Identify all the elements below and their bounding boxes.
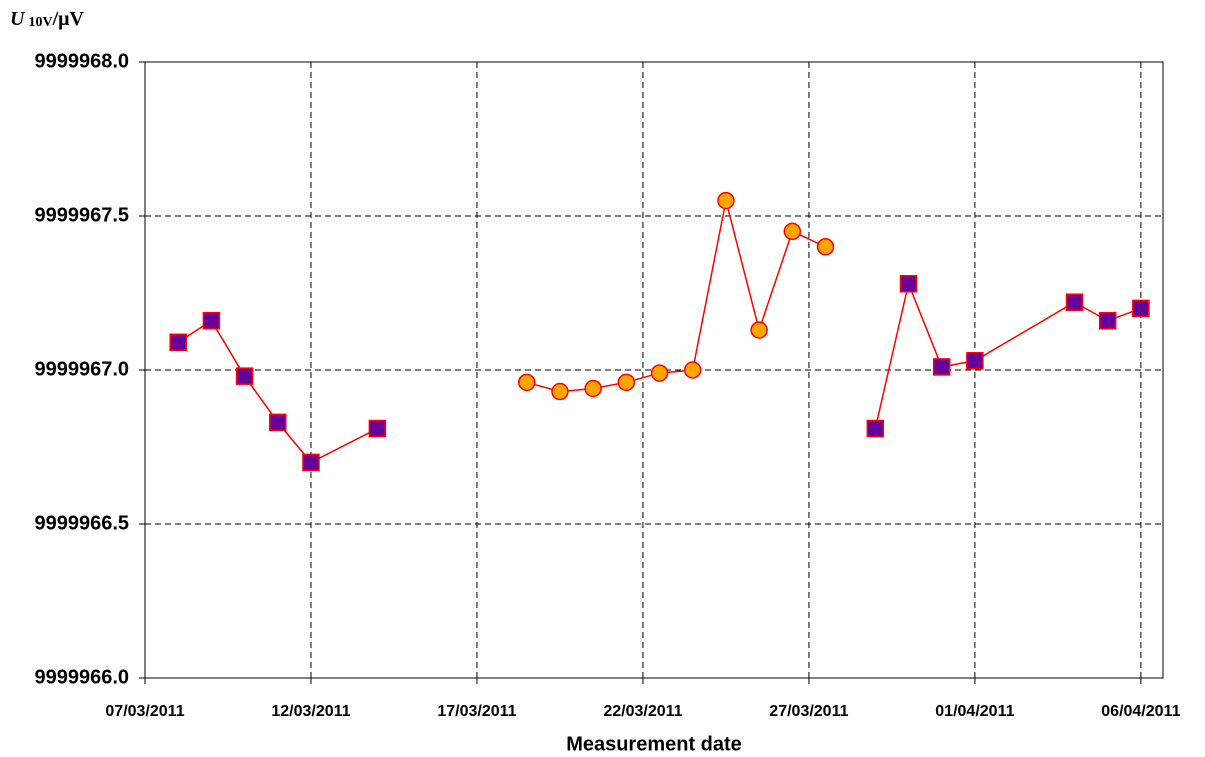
x-tick-label: 12/03/2011 [271,703,350,720]
marker [899,275,918,293]
y-tick-label: 9999967.0 [34,358,129,380]
x-tick-label: 22/03/2011 [603,703,682,720]
y-label-unit: /μV [52,8,85,30]
marker [866,419,885,438]
y-tick-label: 9999968.0 [34,50,129,72]
marker [617,373,636,392]
y-tick-label: 9999966.0 [34,666,129,688]
x-tick-label: 27/03/2011 [769,703,848,720]
marker [783,222,802,241]
plot-border [144,61,1164,679]
y-axis-label: U 10V/μV [10,8,84,31]
marker [650,364,669,382]
marker [717,191,735,210]
marker [1065,293,1084,311]
x-axis-label: Measurement date [566,733,742,755]
marker [1098,311,1117,330]
x-tick-label: 06/04/2011 [1101,703,1180,720]
marker [584,379,602,398]
marker [966,352,984,370]
marker [683,361,702,379]
marker [202,311,221,330]
marker [932,358,951,376]
marker [235,367,254,385]
y-tick-label: 9999966.5 [34,512,129,534]
series-line [526,200,826,393]
x-tick-label: 01/04/2011 [935,703,1014,720]
marker [750,321,768,339]
marker [551,382,569,401]
marker [518,373,536,392]
x-tick-label: 17/03/2011 [437,703,516,720]
y-label-subscript: 10V [28,15,52,30]
marker [816,238,835,256]
marker [1132,299,1150,318]
marker [169,333,187,352]
y-label-symbol: U [10,8,26,30]
marker [368,419,387,438]
x-tick-label: 07/03/2011 [105,703,184,720]
marker [302,453,320,472]
y-tick-label: 9999967.5 [34,204,129,226]
marker [269,413,287,432]
